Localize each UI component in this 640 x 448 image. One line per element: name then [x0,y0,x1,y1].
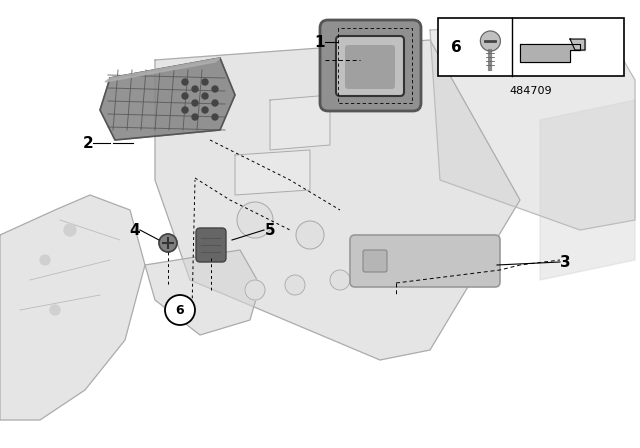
FancyBboxPatch shape [345,45,395,89]
Text: 5: 5 [265,223,276,237]
Polygon shape [570,39,585,50]
Circle shape [285,275,305,295]
Circle shape [202,93,208,99]
Text: 1: 1 [314,34,325,49]
Polygon shape [100,58,235,140]
Circle shape [212,114,218,120]
Circle shape [192,114,198,120]
Text: 2: 2 [83,135,93,151]
FancyBboxPatch shape [350,235,500,287]
Circle shape [365,265,385,285]
Circle shape [212,86,218,92]
Text: 4: 4 [129,223,140,237]
Text: 6: 6 [451,39,462,55]
FancyBboxPatch shape [196,228,226,262]
Polygon shape [0,195,145,420]
Circle shape [237,202,273,238]
Polygon shape [270,95,330,150]
Text: 3: 3 [560,254,571,270]
Polygon shape [145,250,260,335]
Circle shape [159,234,177,252]
Circle shape [192,100,198,106]
Text: 6: 6 [176,303,184,316]
Circle shape [202,107,208,113]
Circle shape [296,221,324,249]
Polygon shape [540,100,635,280]
Polygon shape [520,44,580,62]
Circle shape [330,270,350,290]
Circle shape [64,224,76,236]
Circle shape [192,86,198,92]
Circle shape [182,107,188,113]
Circle shape [481,31,500,51]
Circle shape [40,255,50,265]
Polygon shape [105,58,220,82]
Circle shape [182,79,188,85]
Bar [438,18,624,76]
Polygon shape [430,20,635,230]
FancyBboxPatch shape [336,36,404,96]
Circle shape [245,280,265,300]
Circle shape [50,305,60,315]
Polygon shape [155,40,520,360]
FancyBboxPatch shape [320,20,421,111]
Text: 484709: 484709 [510,86,552,96]
FancyBboxPatch shape [363,250,387,272]
Circle shape [182,93,188,99]
Circle shape [212,100,218,106]
Circle shape [202,79,208,85]
Polygon shape [235,150,310,195]
Circle shape [165,295,195,325]
